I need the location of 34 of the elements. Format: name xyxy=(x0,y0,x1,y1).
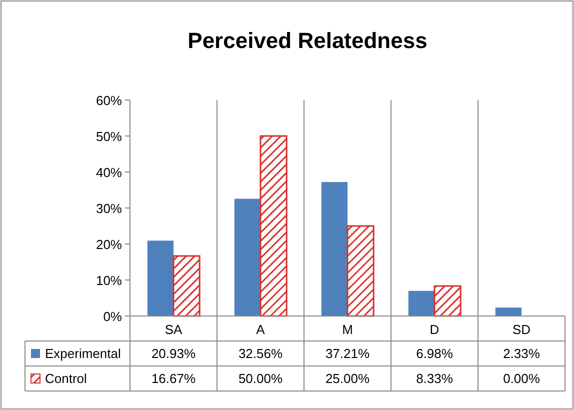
y-tick-label: 10% xyxy=(96,273,122,288)
data-label: 37.21% xyxy=(325,346,370,361)
x-tick-label: SA xyxy=(164,322,182,337)
y-tick-label: 60% xyxy=(96,93,122,108)
data-label: 32.56% xyxy=(238,346,283,361)
legend-label: Experimental xyxy=(45,346,121,361)
bar xyxy=(346,225,374,317)
bar xyxy=(234,198,260,316)
data-label: 0.00% xyxy=(503,371,540,386)
bar xyxy=(147,240,174,316)
y-tick-label: 40% xyxy=(96,165,122,180)
y-tick-label: 30% xyxy=(96,201,122,216)
data-label: 25.00% xyxy=(325,371,370,386)
legend-label: Control xyxy=(45,371,88,386)
y-tick-label: 0% xyxy=(103,309,122,324)
y-tick-label: 20% xyxy=(96,237,122,252)
data-label: 6.98% xyxy=(416,346,454,361)
data-label: 50.00% xyxy=(238,371,283,386)
bar xyxy=(408,290,434,316)
data-label: 8.33% xyxy=(416,371,454,386)
x-tick-label: M xyxy=(342,322,353,337)
bar xyxy=(172,255,200,317)
x-tick-label: SD xyxy=(512,322,531,337)
bar xyxy=(260,135,288,317)
bar xyxy=(495,308,522,316)
y-tick-label: 50% xyxy=(96,129,122,144)
data-label: 2.33% xyxy=(503,346,540,361)
bar xyxy=(321,182,348,316)
bar xyxy=(434,285,462,317)
data-label: 20.93% xyxy=(151,346,196,361)
x-tick-label: A xyxy=(256,322,266,337)
data-label: 16.67% xyxy=(151,371,196,386)
chart-title: Perceived Relatedness xyxy=(188,28,428,53)
x-tick-label: D xyxy=(430,322,440,337)
